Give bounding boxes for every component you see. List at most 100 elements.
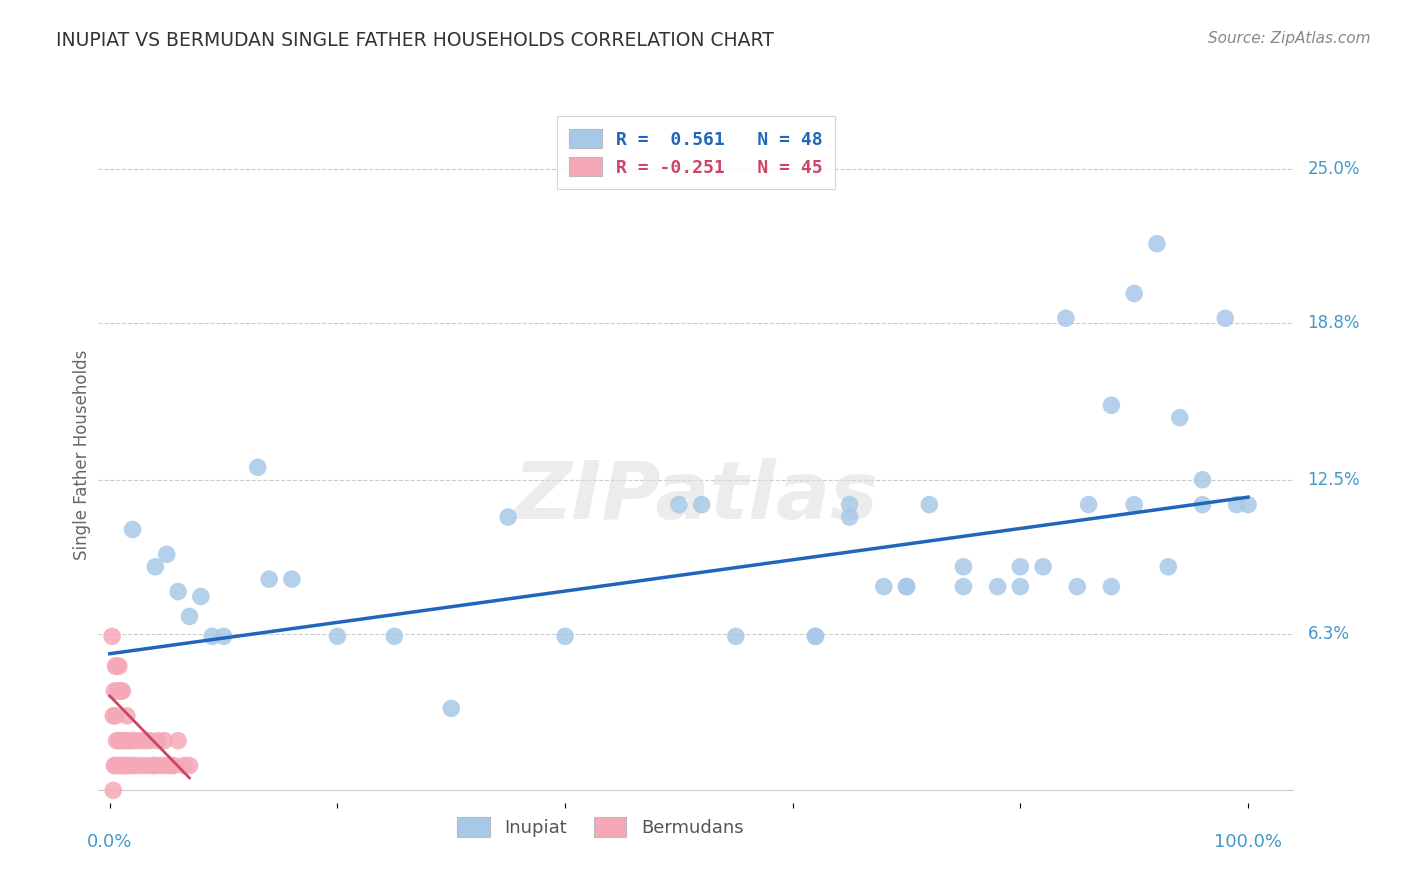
Point — [111, 733, 134, 747]
Text: 18.8%: 18.8% — [1308, 314, 1360, 332]
Point — [952, 559, 974, 574]
Point — [136, 758, 159, 772]
Point — [104, 659, 127, 673]
Point — [131, 758, 153, 772]
Point — [1010, 580, 1032, 594]
Point — [257, 572, 280, 586]
Point — [115, 708, 138, 723]
Point — [143, 559, 166, 574]
Point — [987, 580, 1010, 594]
Point — [1032, 559, 1054, 574]
Text: 100.0%: 100.0% — [1213, 833, 1282, 851]
Point — [1099, 580, 1122, 594]
Point — [167, 584, 190, 599]
Point — [952, 580, 974, 594]
Point — [1157, 559, 1180, 574]
Point — [201, 629, 224, 643]
Text: 0.0%: 0.0% — [87, 833, 132, 851]
Point — [114, 733, 136, 747]
Point — [146, 733, 169, 747]
Point — [281, 572, 304, 586]
Point — [804, 629, 827, 643]
Point — [246, 460, 269, 475]
Point — [103, 708, 125, 723]
Point — [690, 498, 713, 512]
Point — [1123, 286, 1146, 301]
Point — [150, 758, 173, 772]
Point — [1054, 311, 1077, 326]
Point — [440, 701, 463, 715]
Point — [138, 733, 160, 747]
Point — [1066, 580, 1088, 594]
Point — [804, 629, 827, 643]
Point — [896, 580, 918, 594]
Point — [838, 510, 860, 524]
Point — [1146, 236, 1168, 251]
Point — [838, 498, 860, 512]
Point — [121, 523, 143, 537]
Point — [101, 629, 124, 643]
Point — [918, 498, 941, 512]
Point — [108, 659, 131, 673]
Point — [382, 629, 405, 643]
Text: Source: ZipAtlas.com: Source: ZipAtlas.com — [1208, 31, 1371, 46]
Point — [120, 758, 142, 772]
Point — [554, 629, 576, 643]
Point — [107, 758, 129, 772]
Point — [103, 684, 125, 698]
Point — [1191, 498, 1213, 512]
Text: INUPIAT VS BERMUDAN SINGLE FATHER HOUSEHOLDS CORRELATION CHART: INUPIAT VS BERMUDAN SINGLE FATHER HOUSEH… — [56, 31, 775, 50]
Point — [103, 783, 125, 797]
Point — [873, 580, 896, 594]
Point — [108, 733, 131, 747]
Point — [143, 758, 166, 772]
Point — [1237, 498, 1260, 512]
Point — [108, 758, 131, 772]
Point — [110, 758, 132, 772]
Point — [1191, 473, 1213, 487]
Point — [107, 684, 129, 698]
Point — [896, 580, 918, 594]
Point — [105, 733, 128, 747]
Point — [103, 758, 125, 772]
Point — [127, 733, 149, 747]
Legend: Inupiat, Bermudans: Inupiat, Bermudans — [444, 805, 756, 849]
Point — [159, 758, 181, 772]
Point — [156, 547, 179, 561]
Point — [1213, 311, 1236, 326]
Point — [105, 659, 128, 673]
Point — [179, 609, 201, 624]
Point — [1123, 498, 1146, 512]
Point — [724, 629, 747, 643]
Point — [167, 733, 190, 747]
Point — [1077, 498, 1099, 512]
Point — [668, 498, 690, 512]
Point — [496, 510, 519, 524]
Text: 12.5%: 12.5% — [1308, 471, 1360, 489]
Point — [132, 733, 155, 747]
Point — [124, 758, 146, 772]
Text: ZIPatlas: ZIPatlas — [513, 458, 879, 536]
Point — [112, 758, 135, 772]
Point — [108, 684, 131, 698]
Point — [162, 758, 184, 772]
Point — [156, 758, 179, 772]
Text: 6.3%: 6.3% — [1308, 624, 1350, 643]
Point — [1226, 498, 1249, 512]
Point — [153, 733, 176, 747]
Point — [104, 708, 127, 723]
Point — [173, 758, 195, 772]
Point — [1010, 559, 1032, 574]
Y-axis label: Single Father Households: Single Father Households — [73, 350, 91, 560]
Point — [114, 758, 136, 772]
Point — [1168, 410, 1191, 425]
Point — [212, 629, 235, 643]
Point — [110, 684, 132, 698]
Point — [1099, 398, 1122, 412]
Point — [121, 733, 143, 747]
Text: 25.0%: 25.0% — [1308, 161, 1360, 178]
Point — [118, 733, 141, 747]
Point — [190, 590, 212, 604]
Point — [142, 758, 165, 772]
Point — [117, 758, 139, 772]
